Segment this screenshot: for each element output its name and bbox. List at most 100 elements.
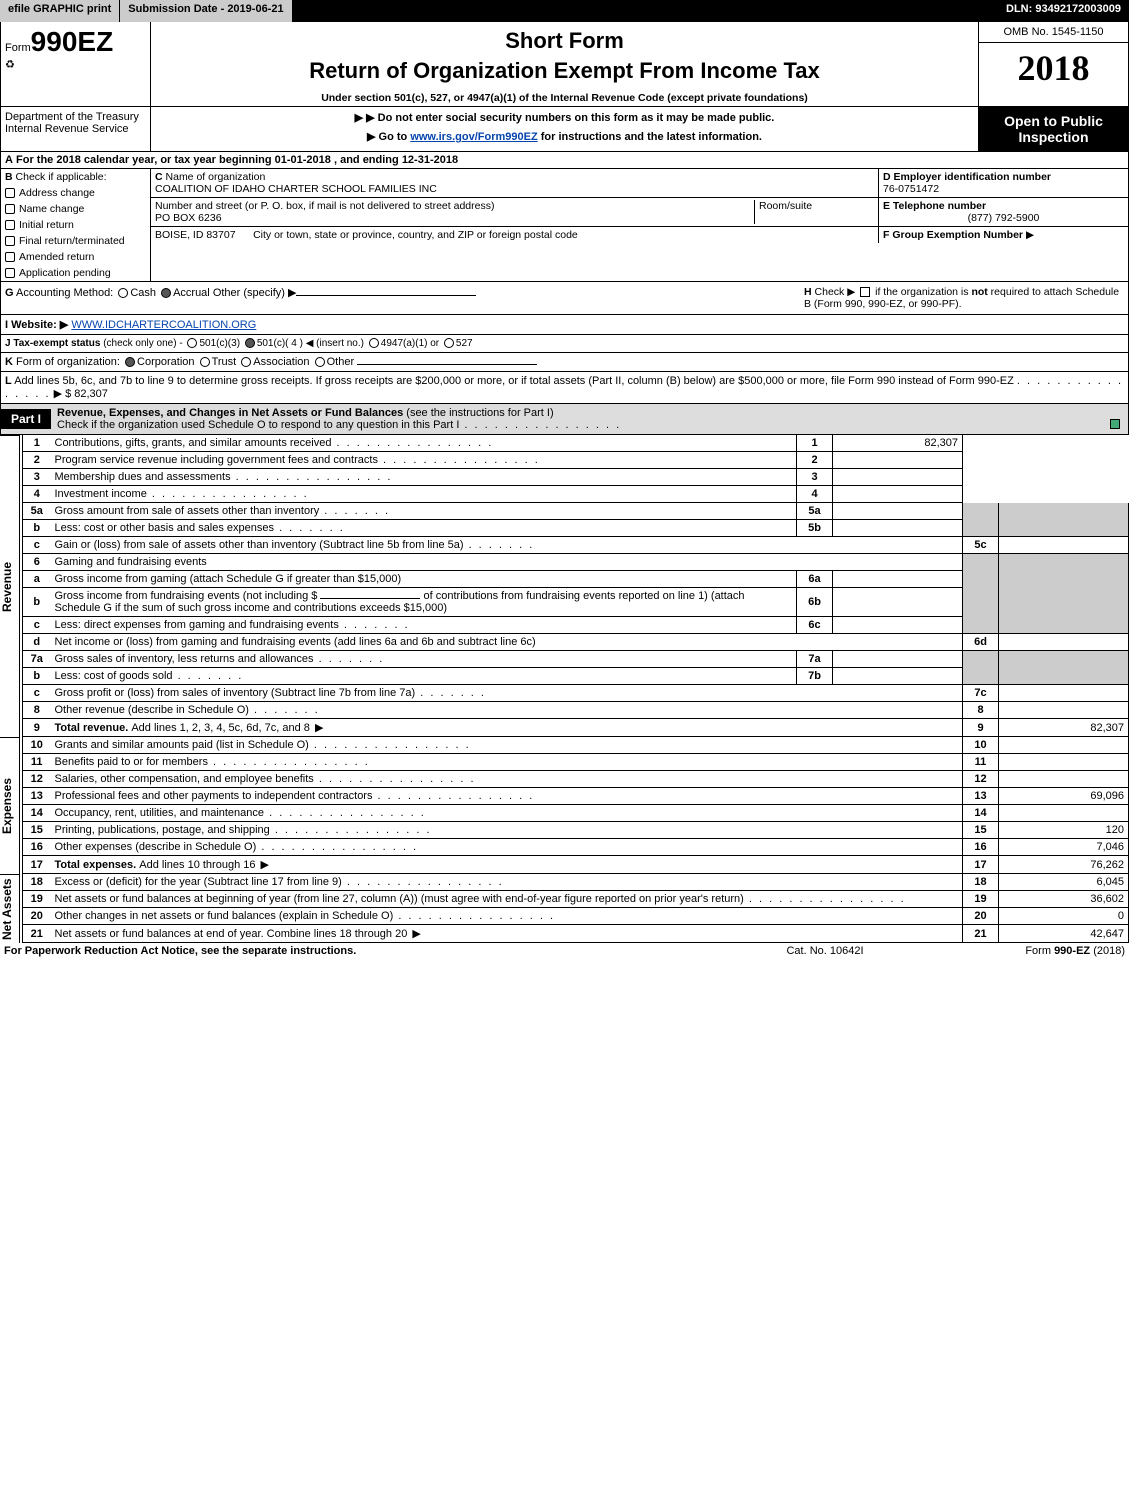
radio-trust[interactable] xyxy=(200,357,210,367)
org-name: COALITION OF IDAHO CHARTER SCHOOL FAMILI… xyxy=(155,183,437,195)
row-bcdef: B Check if applicable: Address change Na… xyxy=(0,169,1129,282)
radio-other-org[interactable] xyxy=(315,357,325,367)
line-8: 8 Other revenue (describe in Schedule O)… xyxy=(23,702,1129,719)
line-10-value xyxy=(999,737,1129,754)
h-text2: if the organization is xyxy=(875,286,971,298)
line-5a-value xyxy=(833,503,963,520)
chk-application-pending[interactable]: Application pending xyxy=(1,265,150,281)
line-9: 9 Total revenue. Add lines 1, 2, 3, 4, 5… xyxy=(23,719,1129,737)
tax-exempt-label: J Tax-exempt status xyxy=(5,338,100,349)
line-20-value: 0 xyxy=(999,908,1129,925)
line-18-value: 6,045 xyxy=(999,874,1129,891)
chk-final-return[interactable]: Final return/terminated xyxy=(1,233,150,249)
line-2: 2 Program service revenue including gove… xyxy=(23,452,1129,469)
checkbox-schedule-b[interactable] xyxy=(860,287,870,297)
line-17: 17Total expenses. Add lines 10 through 1… xyxy=(23,856,1129,874)
part-1-check-line: Check if the organization used Schedule … xyxy=(57,419,459,431)
irs-link[interactable]: www.irs.gov/Form990EZ xyxy=(410,131,537,143)
line-3-value xyxy=(833,469,963,486)
checkbox-icon xyxy=(5,236,15,246)
instructions-cell: ▶ Do not enter social security numbers o… xyxy=(151,107,978,151)
omb-number: OMB No. 1545-1150 xyxy=(979,22,1128,43)
ein-label: D Employer identification number xyxy=(883,171,1051,183)
label-h: H xyxy=(804,286,812,298)
schedule-b-check: H Check ▶ if the organization is not req… xyxy=(804,286,1124,310)
line-17-value: 76,262 xyxy=(999,856,1129,874)
row-j: J Tax-exempt status (check only one) - 5… xyxy=(0,335,1129,353)
accounting-other: Other (specify) ▶ xyxy=(213,287,297,299)
col-b: B Check if applicable: Address change Na… xyxy=(1,169,151,281)
form-id-footer: Form 990-EZ (2018) xyxy=(925,945,1125,957)
line-2-value xyxy=(833,452,963,469)
chk-amended-return[interactable]: Amended return xyxy=(1,249,150,265)
form-prefix: Form xyxy=(5,42,31,54)
tax-year-end: 12-31-2018 xyxy=(402,154,458,166)
goto-suffix: for instructions and the latest informat… xyxy=(538,131,762,143)
form-of-org-text: Form of organization: xyxy=(16,356,120,368)
line-7c-value xyxy=(999,685,1129,702)
accounting-other-blank[interactable] xyxy=(296,295,476,296)
expenses-section: Expenses 10Grants and similar amounts pa… xyxy=(0,737,1129,874)
row-a: A For the 2018 calendar year, or tax yea… xyxy=(0,152,1129,169)
radio-501c[interactable] xyxy=(245,338,255,348)
b-header: B Check if applicable: xyxy=(1,169,150,185)
other-org-blank[interactable] xyxy=(357,364,537,365)
line-5a: 5a Gross amount from sale of assets othe… xyxy=(23,503,1129,520)
net-assets-table: 18Excess or (deficit) for the year (Subt… xyxy=(22,874,1129,943)
row-a-text1: For the 2018 calendar year, or tax year … xyxy=(16,154,275,166)
chk-name-change[interactable]: Name change xyxy=(1,201,150,217)
year-cell: OMB No. 1545-1150 2018 xyxy=(978,22,1128,106)
dln: DLN: 93492172003009 xyxy=(998,0,1129,22)
line-5b-value xyxy=(833,520,963,537)
line-1-value: 82,307 xyxy=(833,435,963,452)
website-link[interactable]: WWW.IDCHARTERCOALITION.ORG xyxy=(71,319,256,331)
ein-cell: D Employer identification number 76-0751… xyxy=(878,169,1128,198)
tax-year-begin: 01-01-2018 xyxy=(275,154,331,166)
row-k: K Form of organization: Corporation Trus… xyxy=(0,353,1129,372)
line-6d: d Net income or (loss) from gaming and f… xyxy=(23,634,1129,651)
row-a-text2: , and ending xyxy=(334,154,402,166)
line-9-value: 82,307 xyxy=(999,719,1129,737)
line-13: 13Professional fees and other payments t… xyxy=(23,788,1129,805)
row-l-amount: ▶ $ 82,307 xyxy=(54,388,108,400)
efile-print-button[interactable]: efile GRAPHIC print xyxy=(0,0,120,22)
page-footer: For Paperwork Reduction Act Notice, see … xyxy=(0,943,1129,959)
addr-cell: Number and street (or P. O. box, if mail… xyxy=(151,198,878,227)
chk-initial-return[interactable]: Initial return xyxy=(1,217,150,233)
chk-address-change[interactable]: Address change xyxy=(1,185,150,201)
label-k: K xyxy=(5,356,13,368)
line-14-value xyxy=(999,805,1129,822)
part-1-title: Revenue, Expenses, and Changes in Net As… xyxy=(51,404,1128,434)
line-1: 1 Contributions, gifts, grants, and simi… xyxy=(23,435,1129,452)
radio-corporation[interactable] xyxy=(125,357,135,367)
line-3: 3 Membership dues and assessments 3 xyxy=(23,469,1129,486)
form-title-cell: Short Form Return of Organization Exempt… xyxy=(151,22,978,106)
radio-accrual[interactable] xyxy=(161,288,171,298)
line-7a: 7a Gross sales of inventory, less return… xyxy=(23,651,1129,668)
line-16-value: 7,046 xyxy=(999,839,1129,856)
radio-cash[interactable] xyxy=(118,288,128,298)
label-a: A xyxy=(5,154,13,166)
checkbox-schedule-o[interactable] xyxy=(1110,419,1120,429)
line-14: 14Occupancy, rent, utilities, and mainte… xyxy=(23,805,1129,822)
catalog-number: Cat. No. 10642I xyxy=(725,945,925,957)
org-name-cell: C Name of organization COALITION OF IDAH… xyxy=(151,169,878,198)
line-15: 15Printing, publications, postage, and s… xyxy=(23,822,1129,839)
checkbox-icon xyxy=(5,188,15,198)
room-suite: Room/suite xyxy=(754,200,874,224)
row-gh: G Accounting Method: Cash Accrual Other … xyxy=(0,282,1129,315)
check-if-applicable: Check if applicable: xyxy=(16,171,107,183)
radio-527[interactable] xyxy=(444,338,454,348)
radio-501c3[interactable] xyxy=(187,338,197,348)
net-assets-section: Net Assets 18Excess or (deficit) for the… xyxy=(0,874,1129,943)
line-19-value: 36,602 xyxy=(999,891,1129,908)
checkbox-icon xyxy=(5,268,15,278)
expenses-label: Expenses xyxy=(0,737,20,874)
line-7a-value xyxy=(833,651,963,668)
website-label: I Website: ▶ xyxy=(5,319,68,331)
city-value: BOISE, ID 83707 xyxy=(155,229,236,241)
goto-line: ▶ Go to www.irs.gov/Form990EZ for instru… xyxy=(155,130,974,143)
radio-association[interactable] xyxy=(241,357,251,367)
line-6b-blank[interactable] xyxy=(320,598,420,599)
radio-4947a1[interactable] xyxy=(369,338,379,348)
